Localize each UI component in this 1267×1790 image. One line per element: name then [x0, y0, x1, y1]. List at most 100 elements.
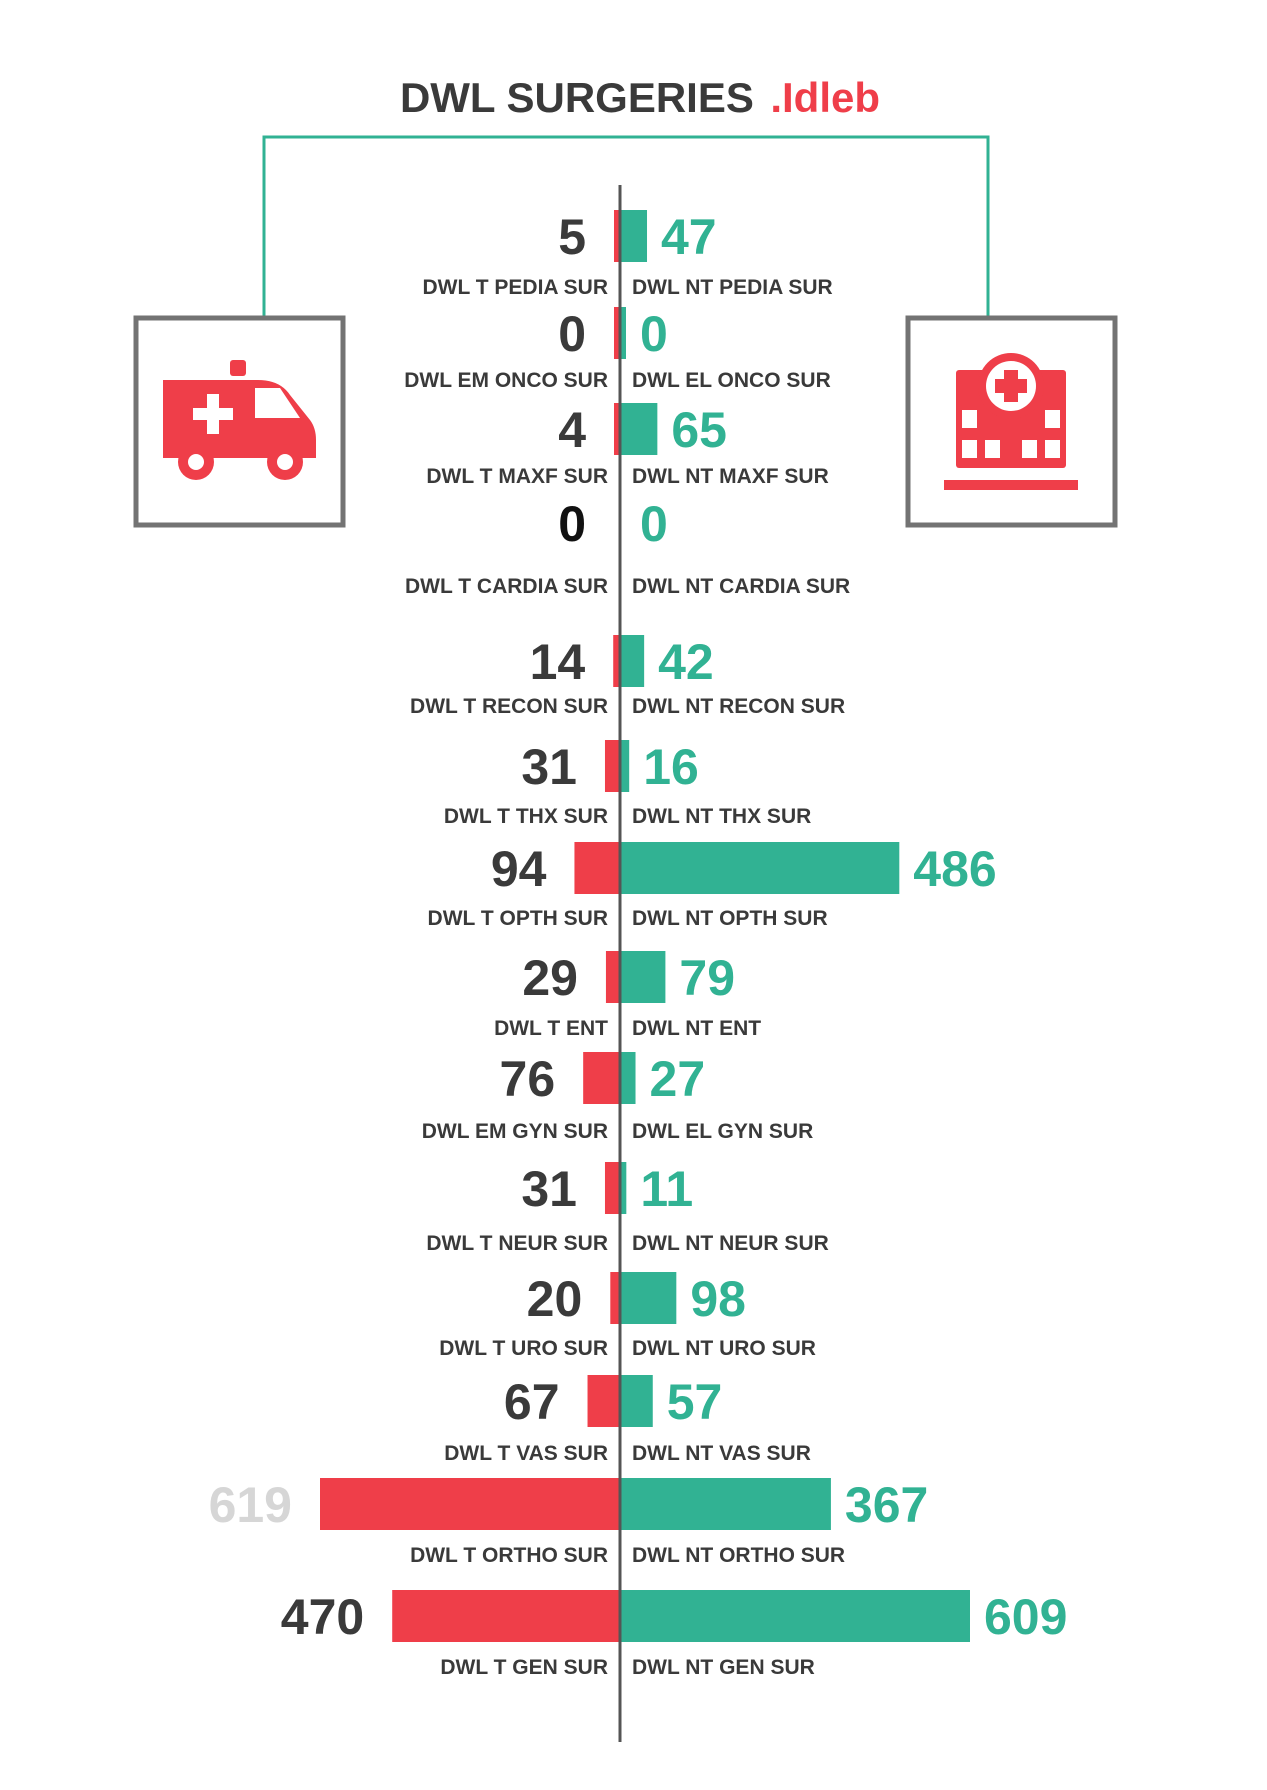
bar-row: 20 98 DWL T URO SUR DWL NT URO SUR: [439, 1271, 816, 1360]
right-value-label: 47: [661, 209, 717, 265]
right-category-label: DWL NT RECON SUR: [632, 695, 845, 718]
chart-title-accent: .Idleb: [770, 74, 880, 121]
bar-row: 94 486 DWL T OPTH SUR DWL NT OPTH SUR: [428, 841, 997, 930]
right-value-label: 65: [671, 402, 727, 458]
right-bar: [620, 403, 658, 455]
left-value-label: 14: [530, 634, 586, 690]
right-category-label: DWL NT OPTH SUR: [632, 907, 828, 930]
right-value-label: 0: [640, 496, 668, 552]
left-category-label: DWL T GEN SUR: [440, 1656, 608, 1679]
left-bar: [583, 1052, 620, 1104]
right-bar: [620, 842, 900, 894]
right-value-label: 42: [658, 634, 714, 690]
left-value-label: 29: [522, 950, 578, 1006]
right-category-label: DWL EL GYN SUR: [632, 1120, 813, 1143]
hospital-icon-art: [944, 353, 1078, 490]
left-bar: [587, 1375, 620, 1427]
left-bar: [614, 307, 620, 359]
ambulance-icon-art: [163, 360, 316, 480]
left-category-label: DWL T VAS SUR: [444, 1442, 608, 1465]
right-bar: [620, 1272, 677, 1324]
left-bar: [604, 1162, 620, 1214]
right-value-label: 57: [667, 1374, 723, 1430]
ambulance-icon: [133, 315, 346, 528]
left-category-label: DWL T CARDIA SUR: [405, 575, 608, 598]
bar-row: 67 57 DWL T VAS SUR DWL NT VAS SUR: [444, 1374, 811, 1465]
right-value-label: 0: [640, 306, 668, 362]
bar-row: 29 79 DWL T ENT DWL NT ENT: [494, 950, 761, 1040]
left-bar: [604, 740, 620, 792]
left-bar: [320, 1478, 620, 1530]
left-value-label: 0: [558, 306, 586, 362]
right-bar: [620, 1478, 831, 1530]
left-category-label: DWL T PEDIA SUR: [422, 276, 608, 299]
left-category-label: DWL T OPTH SUR: [428, 907, 608, 930]
left-category-label: DWL T MAXF SUR: [426, 465, 608, 488]
right-value-label: 16: [643, 739, 699, 795]
right-bar: [620, 210, 648, 262]
right-bar: [620, 635, 645, 687]
right-category-label: DWL NT ORTHO SUR: [632, 1544, 845, 1567]
bracket-connector: [262, 135, 990, 318]
right-value-label: 609: [984, 1589, 1067, 1645]
left-value-label: 4: [558, 402, 586, 458]
left-value-label: 5: [558, 209, 586, 265]
chart-title: DWL SURGERIES .Idleb: [400, 74, 880, 121]
hospital-icon-frame: [905, 315, 1118, 528]
right-category-label: DWL NT CARDIA SUR: [632, 575, 850, 598]
right-value-label: 486: [913, 841, 996, 897]
left-value-label: 76: [500, 1051, 556, 1107]
left-category-label: DWL T ORTHO SUR: [410, 1544, 608, 1567]
left-category-label: DWL T RECON SUR: [410, 695, 608, 718]
left-value-label: 470: [281, 1589, 364, 1645]
right-category-label: DWL EL ONCO SUR: [632, 369, 831, 392]
right-category-label: DWL NT GEN SUR: [632, 1656, 815, 1679]
left-value-label: 619: [209, 1477, 292, 1533]
right-value-label: 11: [640, 1161, 693, 1217]
left-bar: [610, 1272, 620, 1324]
left-bar: [614, 403, 620, 455]
right-bar: [620, 1590, 970, 1642]
right-category-label: DWL NT VAS SUR: [632, 1442, 811, 1465]
bar-row: 4 65 DWL T MAXF SUR DWL NT MAXF SUR: [426, 402, 828, 488]
right-category-label: DWL NT URO SUR: [632, 1337, 816, 1360]
chart-title-main: DWL SURGERIES: [400, 74, 754, 121]
right-bar: [620, 1375, 653, 1427]
right-category-label: DWL NT ENT: [632, 1017, 761, 1040]
bar-row: 31 16 DWL T THX SUR DWL NT THX SUR: [444, 739, 811, 828]
left-value-label: 67: [504, 1374, 560, 1430]
hospital-icon: [905, 315, 1118, 528]
ambulance-icon-frame: [133, 315, 346, 528]
left-category-label: DWL T URO SUR: [439, 1337, 608, 1360]
bar-row: 470 609 DWL T GEN SUR DWL NT GEN SUR: [281, 1589, 1068, 1679]
right-category-label: DWL NT PEDIA SUR: [632, 276, 833, 299]
right-bar: [620, 1052, 636, 1104]
right-bar: [620, 951, 666, 1003]
bar-row: 0 0 DWL T CARDIA SUR DWL NT CARDIA SUR: [405, 496, 850, 598]
left-category-label: DWL T ENT: [494, 1017, 608, 1040]
left-value-label: 94: [491, 841, 547, 897]
right-category-label: DWL NT MAXF SUR: [632, 465, 829, 488]
bar-row: 0 0 DWL EM ONCO SUR DWL EL ONCO SUR: [404, 306, 831, 392]
right-value-label: 98: [690, 1271, 746, 1327]
right-value-label: 27: [650, 1051, 706, 1107]
left-value-label: 20: [527, 1271, 583, 1327]
left-bar: [614, 210, 620, 262]
left-bar: [574, 842, 620, 894]
bar-row: 76 27 DWL EM GYN SUR DWL EL GYN SUR: [422, 1051, 814, 1143]
left-category-label: DWL EM GYN SUR: [422, 1120, 608, 1143]
left-bar: [605, 951, 620, 1003]
right-category-label: DWL NT NEUR SUR: [632, 1232, 829, 1255]
bar-row: 619 367 DWL T ORTHO SUR DWL NT ORTHO SUR: [209, 1477, 929, 1567]
left-value-label: 31: [521, 1161, 577, 1217]
right-value-label: 79: [679, 950, 735, 1006]
bar-row: 31 11 DWL T NEUR SUR DWL NT NEUR SUR: [426, 1161, 828, 1255]
right-bar: [620, 740, 630, 792]
right-bar: [620, 1162, 627, 1214]
left-category-label: DWL EM ONCO SUR: [404, 369, 608, 392]
left-category-label: DWL T NEUR SUR: [426, 1232, 608, 1255]
left-value-label: 0: [558, 496, 586, 552]
left-bar: [613, 635, 620, 687]
